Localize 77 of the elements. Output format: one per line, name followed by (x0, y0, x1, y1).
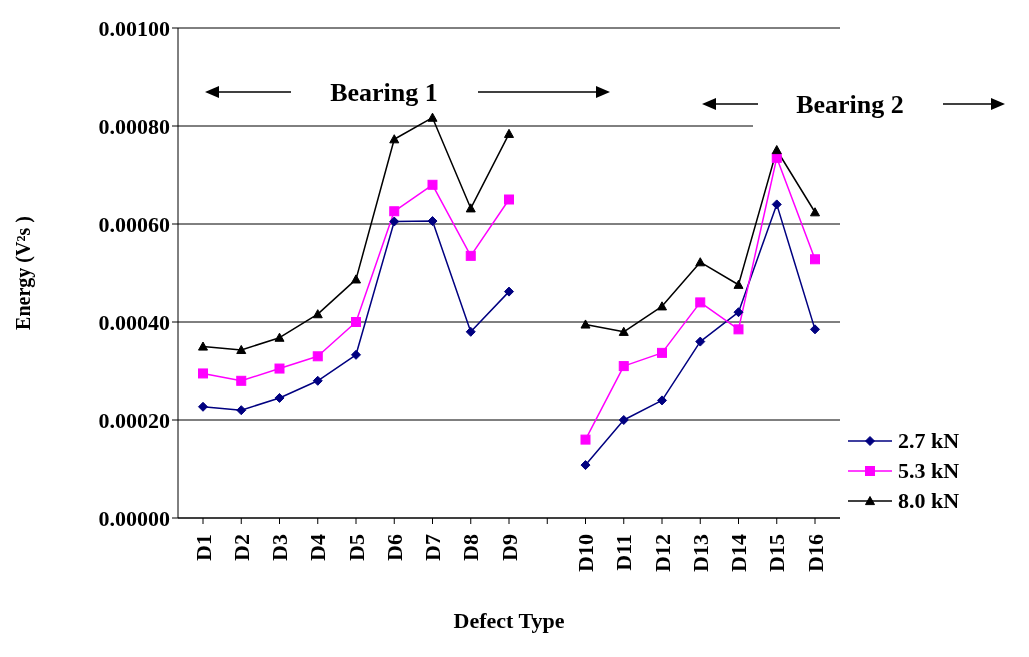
point (810, 207, 820, 217)
point (580, 434, 591, 445)
x-tick-label: D14 (726, 534, 751, 572)
x-tick-label: D16 (802, 534, 828, 572)
point (427, 179, 438, 190)
point (657, 301, 667, 311)
y-axis-title: Energy (V²s ) (12, 216, 36, 330)
annotation: Bearing 2 (796, 89, 904, 119)
point (389, 206, 400, 217)
point (580, 319, 591, 329)
x-tick-label: D2 (228, 534, 254, 561)
point (618, 361, 629, 372)
x-tick-label: D5 (343, 534, 369, 561)
point (695, 297, 706, 308)
x-tick-label: D15 (764, 534, 790, 572)
point (695, 336, 706, 347)
point (312, 351, 323, 362)
point (274, 392, 285, 403)
y-tick-label: 0.00100 (98, 15, 170, 41)
point (389, 134, 400, 144)
x-tick-label: D9 (496, 534, 522, 561)
x-tick-label: D1 (190, 534, 216, 561)
point (733, 324, 744, 335)
point (351, 317, 361, 327)
point (236, 375, 247, 386)
point (580, 460, 591, 471)
point (733, 307, 744, 318)
y-tick-label: 0.00000 (98, 505, 170, 531)
point (351, 274, 361, 284)
point (274, 363, 285, 374)
point (465, 250, 476, 261)
point (465, 203, 476, 213)
point (695, 257, 706, 267)
point (771, 152, 782, 163)
annotation: Bearing 1 (330, 77, 438, 107)
y-tick-label: 0.00080 (98, 113, 170, 139)
point (198, 341, 208, 351)
point (198, 368, 208, 379)
point (427, 112, 438, 122)
point (504, 128, 514, 138)
point (810, 324, 820, 335)
legend-label: 5.3 kN (898, 457, 960, 485)
y-tick-label: 0.00020 (98, 407, 170, 433)
point (618, 415, 629, 425)
point (771, 199, 782, 210)
legend-label: 2.7 kN (898, 427, 960, 455)
x-tick-label: D8 (458, 534, 484, 561)
point (465, 326, 476, 337)
y-tick-label: 0.00060 (98, 211, 170, 237)
legend-label: 8.0 kN (898, 487, 960, 515)
x-tick-label: D13 (687, 534, 713, 572)
point (733, 279, 744, 289)
point (657, 347, 667, 358)
x-tick-label: D6 (381, 534, 407, 561)
x-tick-label: D12 (649, 534, 675, 572)
point (198, 401, 208, 412)
point (427, 216, 438, 227)
point (236, 344, 247, 355)
x-axis-title: Defect Type (453, 608, 565, 633)
point (389, 216, 400, 227)
x-tick-label: D10 (573, 534, 598, 572)
x-tick-label: D4 (305, 534, 331, 561)
point (351, 349, 361, 360)
point (504, 286, 514, 297)
x-tick-label: D7 (420, 534, 445, 561)
x-tick-label: D3 (267, 534, 292, 561)
x-tick-label: D11 (611, 534, 637, 571)
point (312, 375, 323, 386)
point (504, 194, 514, 205)
point (312, 309, 323, 319)
point (236, 405, 247, 416)
point (274, 332, 285, 342)
point (657, 395, 667, 406)
y-tick-label: 0.00040 (98, 309, 170, 335)
point (618, 326, 629, 336)
point (771, 145, 782, 155)
point (810, 254, 820, 265)
